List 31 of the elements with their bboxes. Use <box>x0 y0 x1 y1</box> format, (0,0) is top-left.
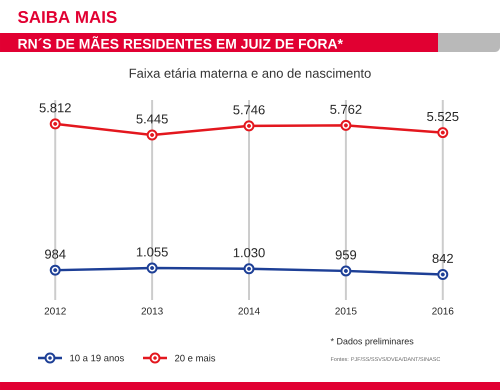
data-label: 1.030 <box>234 248 265 258</box>
point <box>50 264 61 276</box>
text: * Dados preliminares <box>330 338 414 346</box>
point <box>244 263 254 274</box>
legend-label: 10 a 19 anos <box>70 354 124 362</box>
data-label: 5.445 <box>136 114 168 124</box>
chart-subtitle: RN´S DE MÃES RESIDENTES EM JUIZ DE FORA* <box>18 36 343 49</box>
data-label: 5.762 <box>330 104 362 114</box>
x-tick-label: 2013 <box>142 308 163 315</box>
data-label: 5.746 <box>233 105 265 114</box>
x-tick-label: 2015 <box>335 308 357 315</box>
data-label: 984 <box>45 250 66 259</box>
point <box>437 269 448 280</box>
data-label: 842 <box>432 254 453 263</box>
x-tick-label: 2012 <box>44 308 66 315</box>
point <box>244 120 254 132</box>
text: SAIBA MAIS <box>18 11 117 23</box>
chart-title: Faixa etária materna e ano de nascimento <box>130 68 371 78</box>
point <box>50 118 61 130</box>
point <box>437 127 448 138</box>
x-tick-label: 2014 <box>238 308 260 315</box>
point <box>340 120 352 131</box>
data-label: 5.525 <box>427 112 458 122</box>
data-label: 1.055 <box>136 247 168 257</box>
data-label: 5.812 <box>40 103 71 112</box>
data-label: 959 <box>336 250 356 260</box>
legend-label: 20 e mais <box>174 354 216 362</box>
point <box>146 130 158 140</box>
point <box>146 262 158 274</box>
x-tick-label: 2016 <box>432 308 454 315</box>
point <box>340 265 352 276</box>
